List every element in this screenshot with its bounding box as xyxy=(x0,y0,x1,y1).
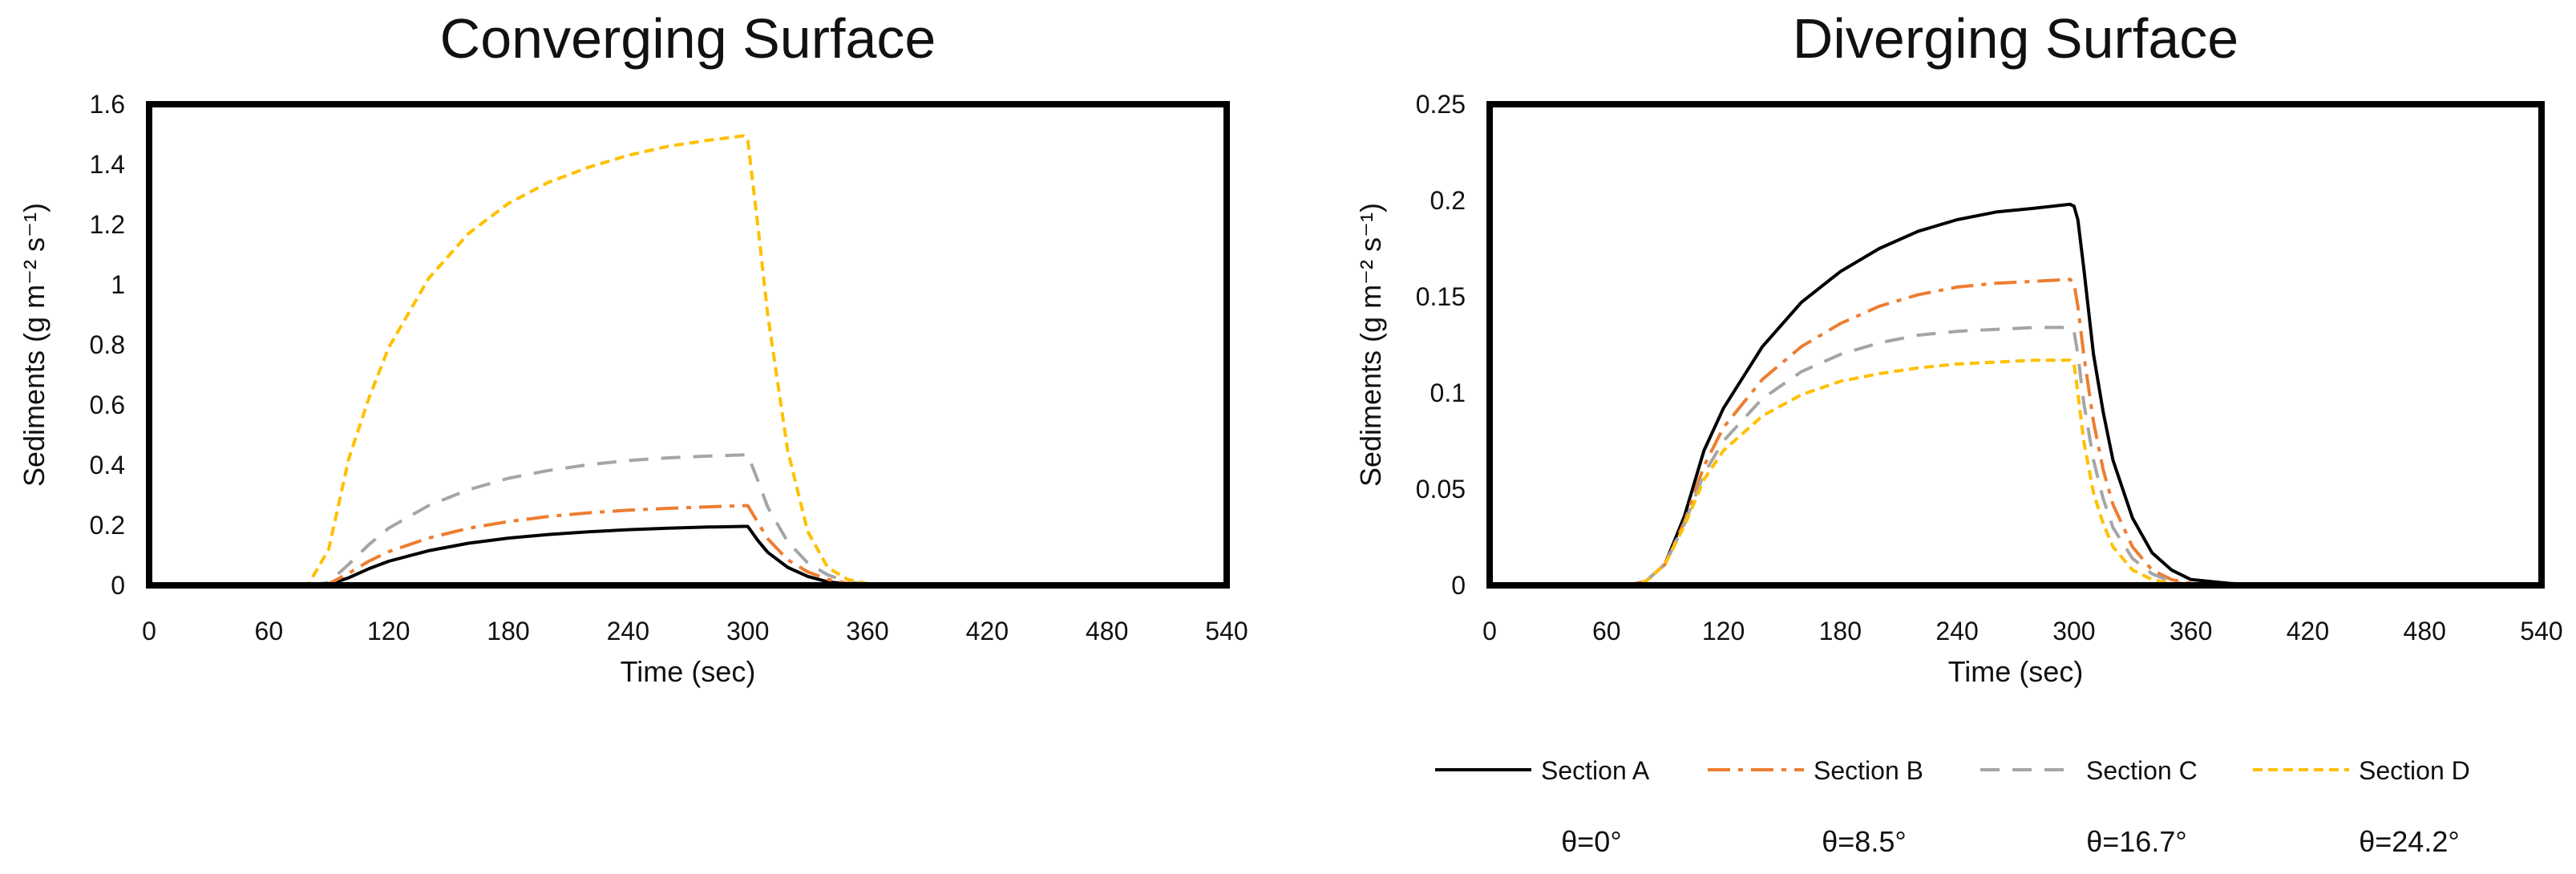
chart-title: Converging Surface xyxy=(440,7,936,70)
legend-theta: θ=24.2° xyxy=(2359,825,2460,858)
y-tick-label: 1.2 xyxy=(90,210,125,239)
x-tick-label: 240 xyxy=(607,617,649,645)
y-tick-label: 0.1 xyxy=(1430,378,1466,407)
legend-label: Section B xyxy=(1814,756,1923,785)
legend-item-section-b: Section B θ=8.5° xyxy=(1708,756,1923,858)
legend-item-section-a: Section A θ=0° xyxy=(1435,756,1650,858)
legend-label: Section A xyxy=(1541,756,1650,785)
x-axis-label: Time (sec) xyxy=(621,655,756,688)
x-tick-labels: 0 60 120 180 240 300 360 420 480 540 xyxy=(1482,617,2563,645)
legend-theta: θ=16.7° xyxy=(2086,825,2187,858)
y-tick-label: 0.6 xyxy=(90,390,125,419)
y-tick-label: 0.2 xyxy=(1430,186,1466,215)
series-line-section-a xyxy=(149,524,1227,587)
y-tick-label: 0.25 xyxy=(1416,90,1466,119)
y-tick-label: 1.4 xyxy=(90,150,125,179)
x-tick-label: 180 xyxy=(487,617,529,645)
y-tick-label: 0.15 xyxy=(1416,282,1466,311)
x-tick-label: 0 xyxy=(1482,617,1497,645)
y-tick-label: 0.2 xyxy=(90,511,125,540)
legend-theta: θ=0° xyxy=(1561,825,1621,858)
y-tick-label: 0.05 xyxy=(1416,475,1466,504)
plot-frame xyxy=(1486,101,2545,589)
series-lines xyxy=(149,134,1227,587)
x-tick-label: 480 xyxy=(1086,617,1128,645)
series-line-section-a xyxy=(1490,202,2542,587)
y-tick-label: 0 xyxy=(1451,571,1466,600)
y-tick-label: 0.4 xyxy=(90,451,125,479)
x-tick-label: 420 xyxy=(966,617,1009,645)
y-axis-label: Sediments (g m⁻² s⁻¹) xyxy=(18,203,51,487)
x-tick-labels: 0 60 120 180 240 300 360 420 480 540 xyxy=(142,617,1248,645)
x-tick-label: 120 xyxy=(367,617,410,645)
x-tick-label: 60 xyxy=(255,617,284,645)
x-tick-label: 360 xyxy=(846,617,888,645)
x-tick-label: 0 xyxy=(142,617,156,645)
x-tick-label: 360 xyxy=(2170,617,2212,645)
x-tick-label: 300 xyxy=(726,617,769,645)
series-line-section-c xyxy=(149,453,1227,587)
series-line-section-c xyxy=(1490,326,2542,587)
legend-label: Section C xyxy=(2086,756,2198,785)
chart-title: Diverging Surface xyxy=(1793,7,2238,70)
x-tick-label: 240 xyxy=(1935,617,1978,645)
x-tick-label: 180 xyxy=(1819,617,1862,645)
x-tick-label: 540 xyxy=(1205,617,1248,645)
y-tick-labels: 0 0.05 0.1 0.15 0.2 0.25 xyxy=(1416,90,1466,600)
x-tick-label: 300 xyxy=(2052,617,2095,645)
converging-surface-chart: Converging Surface Time (sec) Sediments … xyxy=(18,7,1248,688)
series-lines xyxy=(1490,202,2542,587)
diverging-surface-chart: Diverging Surface Time (sec) Sediments (… xyxy=(1354,7,2563,688)
y-tick-label: 1 xyxy=(111,270,125,299)
x-tick-label: 60 xyxy=(1592,617,1621,645)
legend: Section A θ=0° Section B θ=8.5° Section … xyxy=(1435,756,2470,858)
series-line-section-b xyxy=(149,504,1227,587)
series-line-section-b xyxy=(1490,277,2542,587)
plot-frame xyxy=(146,101,1230,589)
x-tick-label: 540 xyxy=(2520,617,2562,645)
x-tick-label: 120 xyxy=(1702,617,1745,645)
y-tick-label: 0.8 xyxy=(90,330,125,359)
x-tick-label: 480 xyxy=(2404,617,2446,645)
y-axis-label: Sediments (g m⁻² s⁻¹) xyxy=(1354,203,1387,487)
x-axis-label: Time (sec) xyxy=(1948,655,2084,688)
y-tick-labels: 0 0.2 0.4 0.6 0.8 1 1.2 1.4 1.6 xyxy=(90,90,125,600)
y-tick-label: 0 xyxy=(111,571,125,600)
series-line-section-d xyxy=(149,134,1227,587)
y-tick-label: 1.6 xyxy=(90,90,125,119)
series-line-section-d xyxy=(1490,358,2542,587)
legend-theta: θ=8.5° xyxy=(1822,825,1907,858)
legend-item-section-d: Section D θ=24.2° xyxy=(2253,756,2470,858)
legend-item-section-c: Section C θ=16.7° xyxy=(1980,756,2198,858)
legend-label: Section D xyxy=(2359,756,2470,785)
x-tick-label: 420 xyxy=(2287,617,2329,645)
